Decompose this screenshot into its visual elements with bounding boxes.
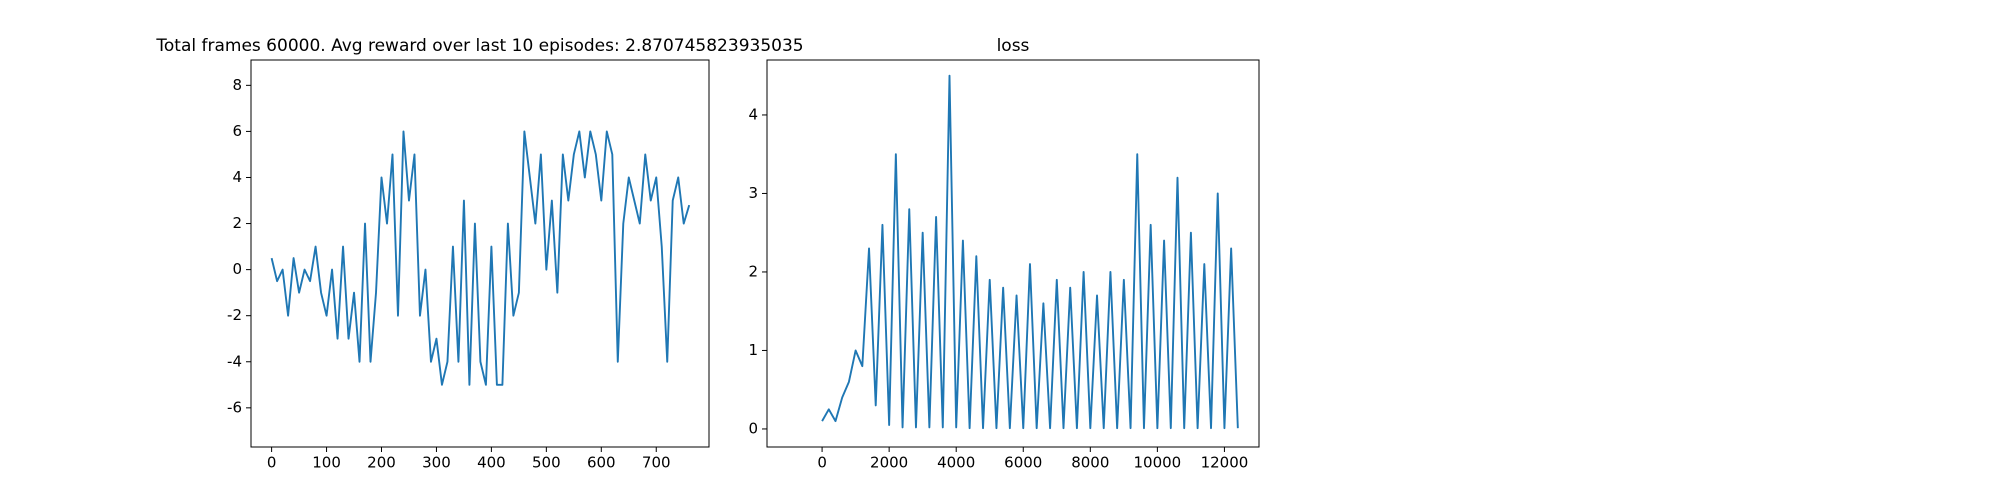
x-tick-label: 300: [422, 454, 451, 472]
y-tick-label: 1: [748, 341, 758, 359]
x-tick-label: 600: [587, 454, 616, 472]
chart-title: Total frames 60000. Avg reward over last…: [155, 36, 803, 56]
y-tick-label: -2: [227, 306, 242, 324]
y-tick-label: 2: [748, 262, 758, 280]
y-tick-label: 6: [232, 122, 242, 140]
x-tick-label: 0: [817, 454, 827, 472]
chart-title: loss: [997, 36, 1030, 56]
y-tick-label: 0: [748, 419, 758, 437]
x-tick-label: 6000: [1004, 454, 1042, 472]
line-series: [270, 130, 691, 386]
y-tick-label: 4: [232, 168, 242, 186]
x-tick-label: 0: [267, 454, 277, 472]
y-tick-label: 0: [232, 260, 242, 278]
y-tick-label: 8: [232, 76, 242, 94]
y-tick-label: 4: [748, 105, 758, 123]
y-tick-label: -6: [227, 398, 242, 416]
x-tick-label: 500: [532, 454, 561, 472]
plot-area: [251, 60, 709, 447]
x-tick-label: 12000: [1201, 454, 1249, 472]
x-tick-label: 200: [367, 454, 396, 472]
x-tick-label: 700: [642, 454, 671, 472]
y-tick-label: 3: [748, 184, 758, 202]
axes-frame: [766, 59, 1260, 448]
line-series: [821, 74, 1239, 430]
x-tick-label: 8000: [1071, 454, 1109, 472]
x-tick-label: 10000: [1134, 454, 1182, 472]
y-tick-label: -4: [227, 352, 242, 370]
x-tick-label: 4000: [937, 454, 975, 472]
x-tick-label: 400: [477, 454, 506, 472]
y-tick-label: 2: [232, 214, 242, 232]
x-tick-label: 100: [312, 454, 341, 472]
x-tick-label: 2000: [870, 454, 908, 472]
axes-frame: [250, 59, 710, 448]
